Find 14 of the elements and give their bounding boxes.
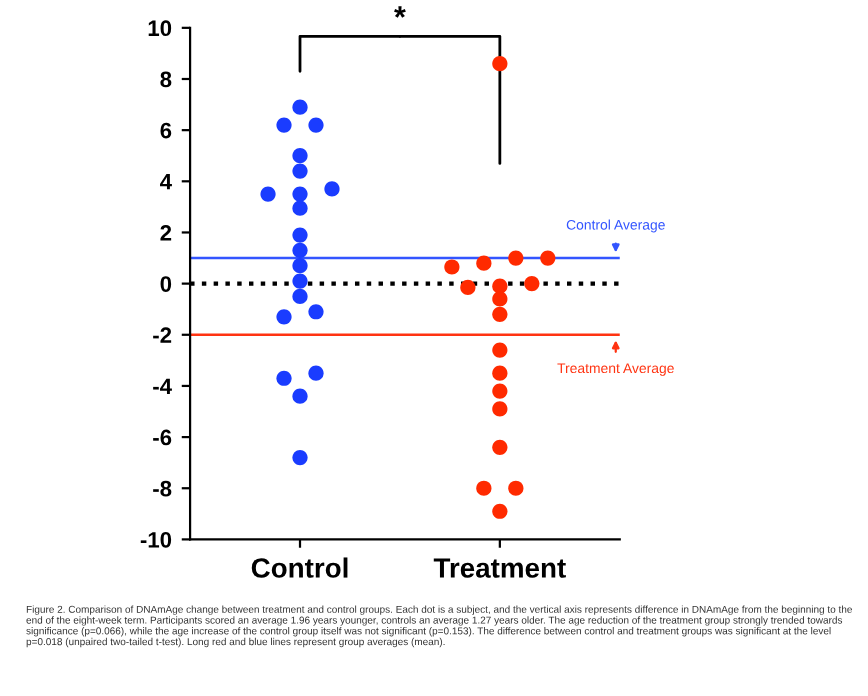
y-tick-label: -4 [153, 378, 172, 394]
y-tick-label: 6 [160, 122, 172, 139]
y-tick-label: -2 [153, 327, 172, 343]
y-tick-label: 2 [160, 225, 172, 241]
y-tick-label: -8 [153, 480, 172, 497]
y-tick-label: 8 [160, 71, 172, 88]
y-tick-label: -6 [153, 429, 172, 446]
x-tick-label: Treatment [433, 558, 566, 578]
y-tick-label: -10 [140, 531, 172, 548]
text: * [394, 6, 406, 18]
y-tick-label: 0 [160, 276, 172, 292]
y-tick-label: 10 [148, 20, 172, 37]
y-tick-label: 4 [160, 174, 172, 190]
x-tick-label: Control [251, 557, 348, 578]
